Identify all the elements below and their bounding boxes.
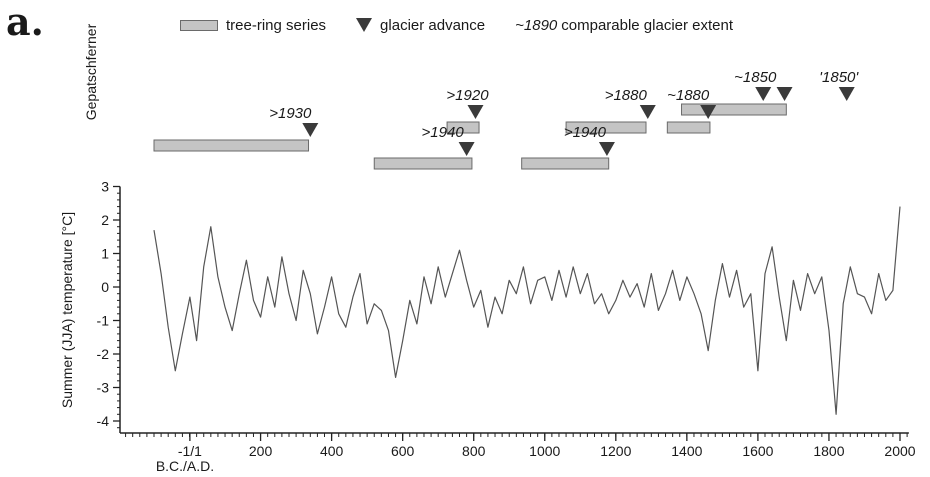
- glacier-advance-marker: [755, 87, 772, 101]
- temperature-series-line: [153, 206, 901, 415]
- glacier-name-label: Gepatschferner: [83, 23, 99, 120]
- glacier-advance-label: ~1880: [667, 87, 710, 104]
- panel-letter: a.: [6, 0, 44, 44]
- glacier-advance-label: >1920: [446, 87, 489, 104]
- glacier-advance-label: ~1850: [734, 69, 777, 86]
- glacier-advance-label: >1940: [564, 124, 607, 141]
- y-tick-label: 0: [101, 279, 109, 295]
- glacier-advance-label: '1850': [819, 69, 859, 86]
- glacier-annotations: >1930 >1920 >1940 >1880 ~1880 >1940 ~1850 '1850…: [153, 69, 859, 170]
- y-tick-label: -2: [97, 346, 110, 362]
- x-tick-label: 400: [320, 443, 344, 459]
- y-tick-label: -4: [97, 413, 110, 429]
- y-tick-label: 2: [101, 212, 109, 228]
- x-tick-label: 600: [391, 443, 415, 459]
- y-tick-label: 1: [101, 246, 109, 262]
- legend-comparable-prefix: ~1890: [515, 16, 558, 34]
- glacier-advance-marker: [639, 105, 656, 119]
- axes: 3 2 1 0 -1 -2 -3 -4 -1/1 200 400 600 800 1000 1200 1400…: [97, 179, 916, 460]
- legend-glacier-advance-label: glacier advance: [380, 16, 486, 34]
- glacier-advance-marker-icon: [356, 18, 373, 32]
- x-axis-label: B.C./A.D.: [156, 458, 214, 474]
- glacier-advance-label: >1940: [422, 124, 465, 141]
- tree-ring-bar: [153, 139, 310, 152]
- x-tick-label: 800: [462, 443, 486, 459]
- tree-ring-bar: [446, 121, 480, 134]
- y-axis-label: Summer (JJA) temperature [°C]: [59, 212, 75, 408]
- x-tick-label: 1800: [813, 443, 844, 459]
- tree-ring-bar: [565, 121, 647, 134]
- x-tick-label: 1400: [671, 443, 702, 459]
- tree-ring-bar: [666, 121, 711, 134]
- y-tick-label: 3: [101, 179, 109, 195]
- x-tick-label: 1200: [600, 443, 631, 459]
- legend-comparable-label: comparable glacier extent: [561, 16, 734, 34]
- tree-ring-bar: [681, 103, 787, 116]
- glacier-advance-marker: [458, 142, 475, 156]
- tree-ring-bar: [373, 157, 473, 170]
- tree-ring-swatch-icon: [180, 19, 218, 31]
- glacier-advance-label: >1930: [269, 105, 312, 122]
- legend-tree-ring-label: tree-ring series: [226, 16, 327, 34]
- glacier-advance-marker: [838, 87, 855, 101]
- legend: tree-ring series glacier advance ~1890 c…: [180, 14, 733, 36]
- x-tick-label: 2000: [884, 443, 915, 459]
- glacier-advance-marker: [700, 105, 717, 119]
- x-tick-label: 1600: [742, 443, 773, 459]
- glacier-advance-label: >1880: [605, 87, 648, 104]
- y-tick-label: -3: [97, 380, 110, 396]
- glacier-advance-marker: [302, 123, 319, 137]
- x-tick-label: -1/1: [178, 443, 202, 459]
- glacier-advance-marker: [598, 142, 615, 156]
- x-tick-label: 1000: [529, 443, 560, 459]
- y-tick-label: -1: [97, 313, 110, 329]
- tree-ring-bar: [521, 157, 610, 170]
- glacier-advance-marker: [467, 105, 484, 119]
- glacier-advance-marker: [776, 87, 793, 101]
- x-tick-label: 200: [249, 443, 273, 459]
